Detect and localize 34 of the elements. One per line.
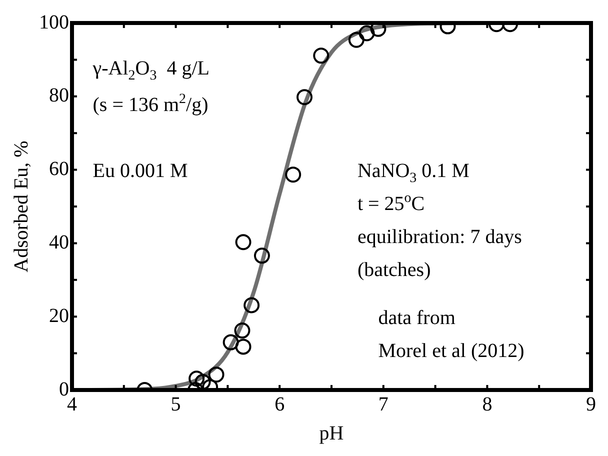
y-axis-title: Adsorbed Eu, %	[10, 140, 32, 272]
annotation: (batches)	[357, 259, 431, 282]
annotation: Eu 0.001 M	[92, 160, 188, 182]
point	[222, 334, 239, 350]
y-tick-label: 20	[49, 304, 69, 327]
y-tick-label: 100	[39, 11, 69, 34]
y-tick-label: 0	[59, 378, 69, 400]
x-axis-title: pH	[319, 422, 344, 444]
point	[208, 366, 224, 383]
point	[285, 166, 302, 183]
x-tick-label: 9	[586, 393, 596, 416]
y-tick-label: 40	[49, 231, 69, 254]
point	[313, 48, 330, 64]
x-tick-label: 4	[67, 393, 77, 416]
point	[194, 374, 211, 390]
point	[254, 248, 270, 264]
point	[348, 32, 364, 48]
x-tick-label: 7	[378, 393, 388, 416]
point	[244, 297, 260, 314]
annotation: Morel et al (2012)	[378, 340, 524, 362]
x-tick-label: 8	[482, 393, 492, 416]
y-tick-label: 80	[49, 84, 69, 107]
point	[234, 322, 250, 339]
point	[358, 25, 375, 42]
point	[296, 89, 313, 106]
point	[370, 23, 386, 37]
point	[235, 234, 252, 250]
x-tick-label: 5	[170, 393, 181, 416]
point	[235, 338, 252, 355]
point	[188, 370, 205, 387]
annotation: equilibration: 7 days	[357, 226, 522, 248]
y-tick-label: 60	[49, 158, 69, 180]
x-tick-label: 6	[274, 393, 285, 416]
annotation: data from	[378, 306, 456, 329]
